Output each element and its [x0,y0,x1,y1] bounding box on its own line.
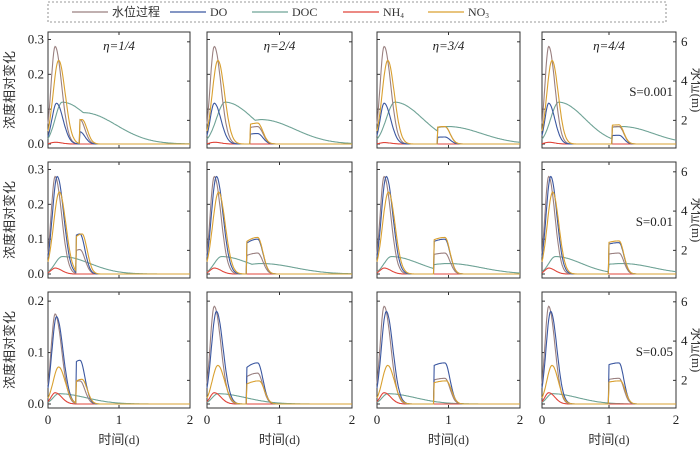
series-doc [206,256,352,275]
panel-r1-c2 [376,161,521,279]
right-y-axis-label: 水位(m) [689,68,700,113]
x-tick-label: 1 [606,412,613,427]
right-y-tick-label: 6 [681,294,688,309]
right-y-tick-label: 2 [681,112,688,127]
x-tick-label: 1 [445,412,452,427]
panel-r2-c2: 0 1 2 时间(d) [374,291,524,447]
y-axis-label: 浓度相对变化 [2,51,17,129]
panel-frame [206,161,353,279]
panel-r2-c1: 0 1 2 时间(d) [204,291,356,447]
panel-r1-c0: 0.0 0.1 0.2 0.3 浓度相对变化 [2,161,191,281]
panel-frame [376,291,521,409]
panel-r1-c3: 2 4 6 S=0.01 水位(m) [541,161,700,279]
right-y-tick-label: 6 [681,34,688,49]
y-tick-label: 0.2 [28,196,44,211]
right-y-tick-label: 6 [681,164,688,179]
y-tick-label: 0.1 [28,345,44,360]
eta-label: η=1/4 [103,38,135,53]
x-axis-label: 时间(d) [428,432,469,447]
panel-r1-c1 [206,161,353,279]
y-axis-label: 浓度相对变化 [2,181,17,259]
series-no3 [541,59,676,145]
eta-label: η=4/4 [593,38,625,53]
y-tick-label: 0.3 [28,161,44,176]
s-label: S=0.05 [636,344,673,359]
legend-box [47,1,667,23]
legend-label-nh4: NH4 [383,5,404,20]
y-tick-label: 0.1 [28,101,44,116]
x-tick-label: 2 [349,412,356,427]
x-axis-label: 时间(d) [588,432,629,447]
x-tick-label: 0 [539,412,546,427]
series-no3 [376,59,520,145]
panel-frame [376,161,521,279]
x-axis-label: 时间(d) [259,432,300,447]
panel-r2-c3: 2 4 6 S=0.05 0 1 2 时间(d) 水位(m) [539,291,700,447]
x-tick-label: 2 [517,412,524,427]
right-y-tick-label: 2 [681,242,688,257]
panel-r0-c2: η=3/4 [376,31,521,149]
x-tick-label: 2 [673,412,680,427]
right-y-axis-label: 水位(m) [689,328,700,373]
series-doc [206,101,352,144]
legend-label-do: DO [210,5,228,19]
eta-label: η=3/4 [433,38,465,53]
right-y-axis-label: 水位(m) [689,198,700,243]
panel-frame [206,31,353,149]
y-tick-label: 0.0 [28,136,44,151]
series-doc [376,256,520,274]
y-tick-label: 0.3 [28,31,44,46]
x-axis-label: 时间(d) [98,432,139,447]
y-tick-label: 0.2 [28,293,44,308]
series-no3 [47,59,190,145]
panel-frame [47,161,191,279]
right-y-tick-label: 4 [681,333,688,348]
y-tick-label: 0.2 [28,66,44,81]
series-no3 [541,191,676,275]
series-no3 [206,364,352,405]
series-no3 [206,59,352,145]
series-no3 [541,364,676,405]
x-tick-label: 1 [116,412,123,427]
panel-frame [206,291,353,409]
y-tick-label: 0.0 [28,266,44,281]
series-doc [47,101,190,145]
panel-r2-c0: 0.0 0.1 0.2 0 1 2 时间(d) 浓度相对变化 [2,291,194,447]
series-no3 [47,191,190,275]
x-tick-label: 1 [276,412,283,427]
y-tick-label: 0.1 [28,231,44,246]
x-tick-label: 0 [204,412,211,427]
y-axis-label: 浓度相对变化 [2,311,17,389]
x-tick-label: 0 [374,412,381,427]
series-no3 [206,191,352,275]
right-y-tick-label: 2 [681,372,688,387]
x-tick-label: 0 [45,412,52,427]
right-y-tick-label: 4 [681,73,688,88]
s-label: S=0.01 [636,214,673,229]
panels: 0.0 0.1 0.2 0.3 η=1/4 浓度相对变化 η=2/4 η=3/4 2 4 6 η=4/… [2,31,700,447]
legend-label-doc: DOC [292,5,317,19]
right-y-tick-label: 4 [681,203,688,218]
legend: 水位过程 DO DOC NH4 NO3 [47,1,667,23]
series-no3 [47,366,190,405]
panel-frame [376,31,521,149]
eta-label: η=2/4 [264,38,296,53]
series-doc [376,101,521,143]
legend-label-no3: NO3 [468,5,489,20]
legend-label-wl: 水位过程 [112,4,160,19]
series-no3 [376,191,520,275]
s-label: S=0.001 [629,84,673,99]
panel-r0-c3: 2 4 6 η=4/4 S=0.001 水位(m) [541,31,700,149]
y-tick-label: 0.0 [28,396,44,411]
x-tick-label: 2 [187,412,194,427]
panel-r0-c1: η=2/4 [206,31,353,149]
panel-r0-c0: 0.0 0.1 0.2 0.3 η=1/4 浓度相对变化 [2,31,191,151]
series-doc [541,101,677,141]
series-no3 [376,364,520,405]
